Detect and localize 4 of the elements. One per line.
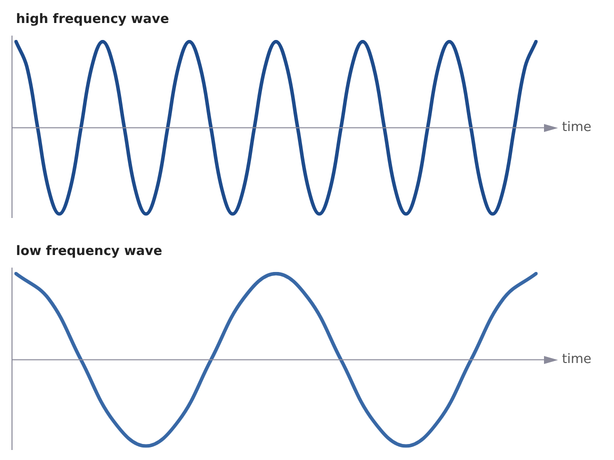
- x-axis-title: time: [562, 120, 592, 136]
- x-axis-title: time: [562, 352, 592, 368]
- chart-title: high frequency wave: [16, 12, 170, 28]
- chart-title: low frequency wave: [16, 244, 162, 260]
